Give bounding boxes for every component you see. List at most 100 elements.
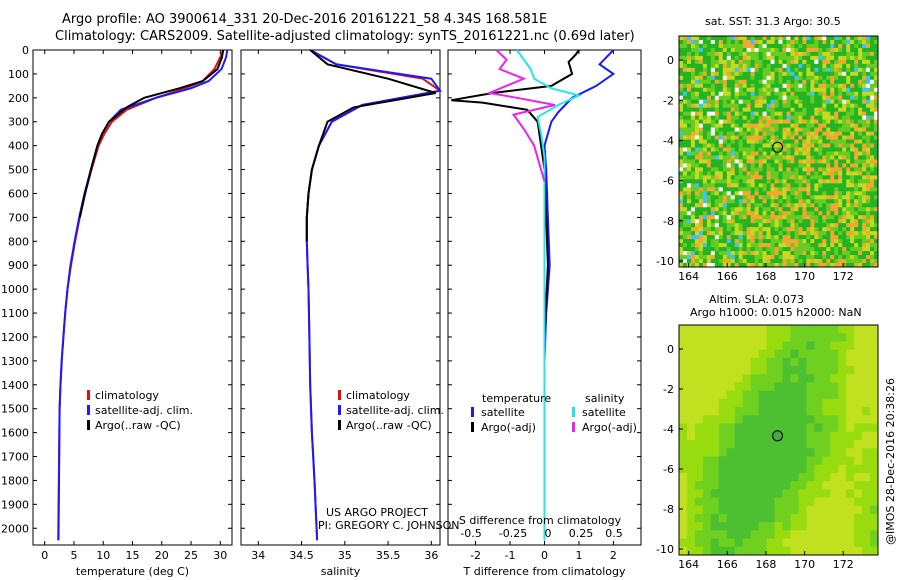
- heatmap-cell: [706, 183, 712, 188]
- heatmap-cell: [862, 199, 867, 204]
- heatmap-cell: [702, 513, 712, 523]
- heatmap-cell: [830, 423, 839, 433]
- heatmap-cell: [694, 183, 700, 188]
- heatmap-cell: [870, 103, 875, 109]
- heatmap-cell: [862, 398, 871, 408]
- heatmap-cell: [734, 139, 740, 145]
- y-tick-label: 1000: [1, 283, 29, 296]
- heatmap-cell: [826, 251, 831, 256]
- heatmap-cell: [790, 159, 795, 164]
- heatmap-cell: [814, 448, 823, 457]
- heatmap-cell: [822, 103, 827, 109]
- heatmap-cell: [682, 151, 688, 156]
- heatmap-cell: [790, 147, 795, 152]
- heatmap-cell: [798, 103, 803, 109]
- heatmap-cell: [870, 390, 879, 400]
- heatmap-cell: [686, 357, 696, 367]
- heatmap-cell: [858, 219, 863, 224]
- heatmap-cell: [870, 415, 879, 425]
- heatmap-cell: [766, 155, 772, 160]
- heatmap-cell: [866, 211, 871, 216]
- heatmap-cell: [782, 219, 787, 224]
- heatmap-cell: [750, 243, 756, 248]
- heatmap-cell: [742, 83, 748, 89]
- heatmap-cell: [679, 135, 684, 141]
- heatmap-cell: [874, 243, 879, 248]
- heatmap-cell: [694, 175, 700, 180]
- heatmap-cell: [778, 203, 783, 208]
- heatmap-cell: [870, 366, 879, 375]
- heatmap-cell: [706, 135, 712, 141]
- heatmap-cell: [722, 215, 728, 220]
- heatmap-cell: [694, 67, 700, 73]
- heatmap-cell: [706, 147, 712, 152]
- heatmap-cell: [830, 231, 835, 236]
- heatmap-cell: [798, 325, 807, 334]
- heatmap-cell: [730, 163, 736, 168]
- heatmap-cell: [798, 107, 803, 113]
- heatmap-cell: [862, 357, 871, 367]
- heatmap-cell: [798, 127, 803, 133]
- x-tick-label: 1: [575, 549, 582, 562]
- heatmap-cell: [742, 55, 748, 61]
- heatmap-cell: [726, 99, 732, 105]
- heatmap-cell: [718, 448, 728, 457]
- heatmap-cell: [718, 481, 728, 490]
- heatmap-cell: [854, 155, 859, 160]
- heatmap-cell: [790, 231, 795, 236]
- heatmap-cell: [854, 167, 859, 172]
- y-tick-label: -8: [663, 503, 674, 516]
- heatmap-cell: [786, 99, 791, 105]
- heatmap-cell: [770, 83, 776, 89]
- heatmap-cell: [774, 183, 779, 188]
- heatmap-cell: [842, 131, 847, 137]
- heatmap-cell: [854, 215, 859, 220]
- heatmap-cell: [814, 255, 819, 260]
- heatmap-cell: [862, 143, 867, 149]
- heatmap-cell: [702, 489, 712, 498]
- heatmap-cell: [806, 431, 815, 441]
- credit-label: @IMOS 28-Dec-2016 20:38:26: [884, 378, 897, 545]
- heatmap-cell: [682, 99, 688, 105]
- heatmap-cell: [830, 175, 835, 180]
- heatmap-cell: [679, 91, 684, 97]
- heatmap-cell: [714, 155, 720, 160]
- heatmap-cell: [698, 171, 704, 176]
- heatmap-cell: [846, 227, 851, 232]
- heatmap-cell: [774, 71, 779, 77]
- heatmap-cell: [738, 67, 744, 73]
- heatmap-cell: [738, 191, 744, 196]
- heatmap-cell: [822, 456, 831, 466]
- heatmap-cell: [862, 55, 867, 61]
- heatmap-cell: [730, 39, 736, 45]
- heatmap-cell: [854, 147, 859, 152]
- heatmap-cell: [802, 36, 807, 41]
- heatmap-cell: [770, 207, 776, 212]
- heatmap-cell: [770, 87, 776, 93]
- heatmap-cell: [798, 398, 807, 408]
- heatmap-cell: [874, 171, 879, 176]
- heatmap-cell: [794, 187, 799, 192]
- heatmap-cell: [870, 163, 875, 168]
- heatmap-cell: [814, 497, 823, 507]
- heatmap-cell: [738, 227, 744, 232]
- heatmap-cell: [686, 79, 692, 85]
- heatmap-cell: [802, 59, 807, 65]
- heatmap-cell: [679, 415, 688, 425]
- heatmap-cell: [862, 187, 867, 192]
- heatmap-cell: [794, 59, 799, 65]
- heatmap-cell: [686, 143, 692, 149]
- heatmap-cell: [850, 36, 855, 41]
- heatmap-cell: [822, 143, 827, 149]
- heatmap-cell: [754, 207, 760, 212]
- heatmap-cell: [862, 135, 867, 141]
- heatmap-cell: [766, 357, 776, 367]
- heatmap-cell: [834, 167, 839, 172]
- heatmap-cell: [746, 135, 752, 141]
- heatmap-cell: [830, 251, 835, 256]
- heatmap-cell: [766, 163, 772, 168]
- heatmap-cell: [762, 103, 768, 109]
- heatmap-cell: [842, 263, 847, 268]
- heatmap-cell: [774, 123, 779, 129]
- heatmap-cell: [690, 39, 696, 45]
